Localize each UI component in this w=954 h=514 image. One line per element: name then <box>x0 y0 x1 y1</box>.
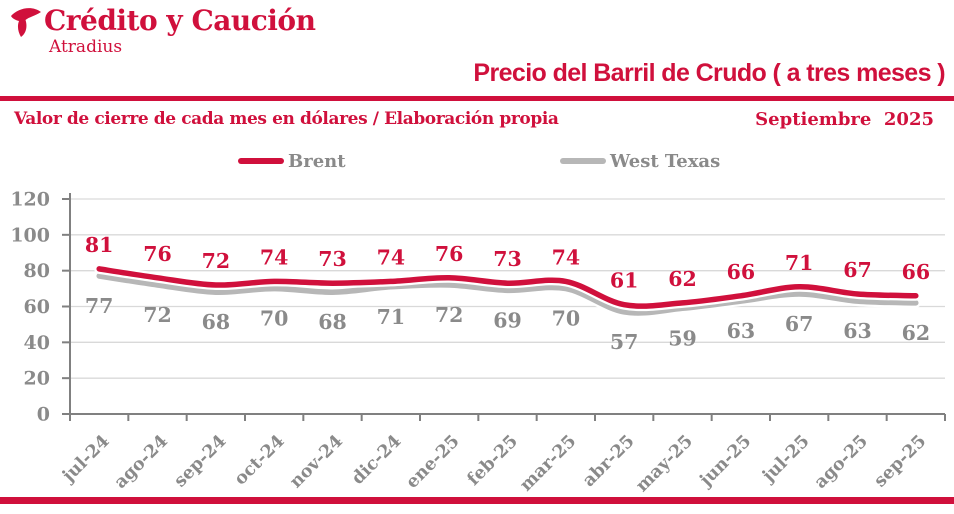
west-texas-value-label: 69 <box>493 308 522 332</box>
y-tick-label: 80 <box>24 260 50 282</box>
x-tick-label: oct-24 <box>231 431 289 489</box>
x-tick-label: sep-24 <box>170 431 230 491</box>
x-tick-label: sep-25 <box>870 431 930 491</box>
west-texas-value-label: 59 <box>668 326 697 350</box>
brent-value-label: 66 <box>902 260 931 284</box>
west-texas-value-label: 70 <box>552 307 581 331</box>
brent-value-label: 62 <box>668 267 697 291</box>
brent-value-label: 76 <box>435 242 464 266</box>
west-texas-value-label: 57 <box>610 330 639 354</box>
x-tick-label: nov-24 <box>286 431 347 492</box>
credito-caucion-logo-icon <box>11 8 41 37</box>
logo-subbrand: Atradius <box>49 37 123 57</box>
brent-value-label: 67 <box>843 258 872 282</box>
y-tick-label: 60 <box>24 296 50 318</box>
brent-value-label: 73 <box>318 247 347 271</box>
page-title: Precio del Barril de Crudo ( a tres mese… <box>473 59 945 87</box>
west-texas-value-label: 63 <box>727 319 756 343</box>
x-tick-label: ago-24 <box>111 431 172 492</box>
west-texas-value-label: 77 <box>85 294 114 318</box>
brent-value-label: 74 <box>377 245 406 269</box>
y-tick-label: 20 <box>24 368 50 390</box>
west-texas-value-label: 71 <box>377 305 406 329</box>
y-tick-label: 100 <box>10 224 50 246</box>
legend-item-west-texas: West Texas <box>560 150 721 172</box>
x-tick-label: mar-25 <box>516 431 580 495</box>
x-tick-label: ago-25 <box>811 431 872 492</box>
brent-value-label: 74 <box>260 245 289 269</box>
west-texas-value-label: 68 <box>202 310 231 334</box>
west-texas-value-label: 67 <box>785 312 814 336</box>
west-texas-data-labels: 77 72 68 70 68 71 72 69 70 57 59 63 67 63 62 <box>85 294 930 354</box>
brent-value-label: 72 <box>202 249 231 273</box>
y-axis-labels: 0 20 40 60 80 100 120 <box>10 189 50 426</box>
brent-line-swatch <box>238 158 284 164</box>
chart-subtitle: Valor de cierre de cada mes en dólares /… <box>14 109 559 129</box>
west-texas-value-label: 72 <box>435 303 464 327</box>
legend-label-brent: Brent <box>288 150 346 172</box>
west-texas-value-label: 70 <box>260 307 289 331</box>
y-tick-label: 120 <box>10 189 50 211</box>
period-label: Septiembre 2025 <box>755 109 934 130</box>
y-tick-label: 0 <box>37 404 50 426</box>
x-tick-label: ene-25 <box>402 431 463 492</box>
west-texas-line-swatch <box>560 158 606 164</box>
brent-value-label: 66 <box>727 260 756 284</box>
brent-value-label: 73 <box>493 247 522 271</box>
brent-value-label: 74 <box>552 245 581 269</box>
x-tick-label: may-25 <box>632 431 697 496</box>
brent-data-labels: 81 76 72 74 73 74 76 73 74 61 62 66 71 67 66 <box>85 233 930 293</box>
brent-line <box>94 263 921 312</box>
legend-label-west-texas: West Texas <box>610 150 721 172</box>
brent-value-label: 81 <box>85 233 114 257</box>
brent-value-label: 76 <box>143 242 172 266</box>
west-texas-line <box>94 271 921 318</box>
west-texas-value-label: 72 <box>143 303 172 327</box>
brent-value-label: 61 <box>610 269 639 293</box>
logo-wordmark: Crédito y Caución <box>44 4 316 37</box>
y-tick-label: 40 <box>24 332 50 354</box>
x-tick-label: dic-24 <box>348 431 405 488</box>
x-tick-label: jul-24 <box>58 431 114 487</box>
x-tick-label: jul-25 <box>758 431 814 487</box>
west-texas-value-label: 62 <box>902 321 931 345</box>
x-tick-label: feb-25 <box>464 431 522 489</box>
legend-item-brent: Brent <box>238 150 346 172</box>
bottom-red-rule <box>0 497 954 504</box>
west-texas-value-label: 68 <box>318 310 347 334</box>
west-texas-value-label: 63 <box>843 319 872 343</box>
gridlines <box>70 198 945 379</box>
x-tick-label: abr-25 <box>579 431 639 491</box>
brent-line-stroke <box>96 266 919 309</box>
axes <box>62 193 946 421</box>
top-red-rule <box>0 96 954 101</box>
brent-value-label: 71 <box>785 251 814 275</box>
west-texas-line-stroke <box>96 273 919 316</box>
x-tick-label: jun-25 <box>695 431 755 491</box>
